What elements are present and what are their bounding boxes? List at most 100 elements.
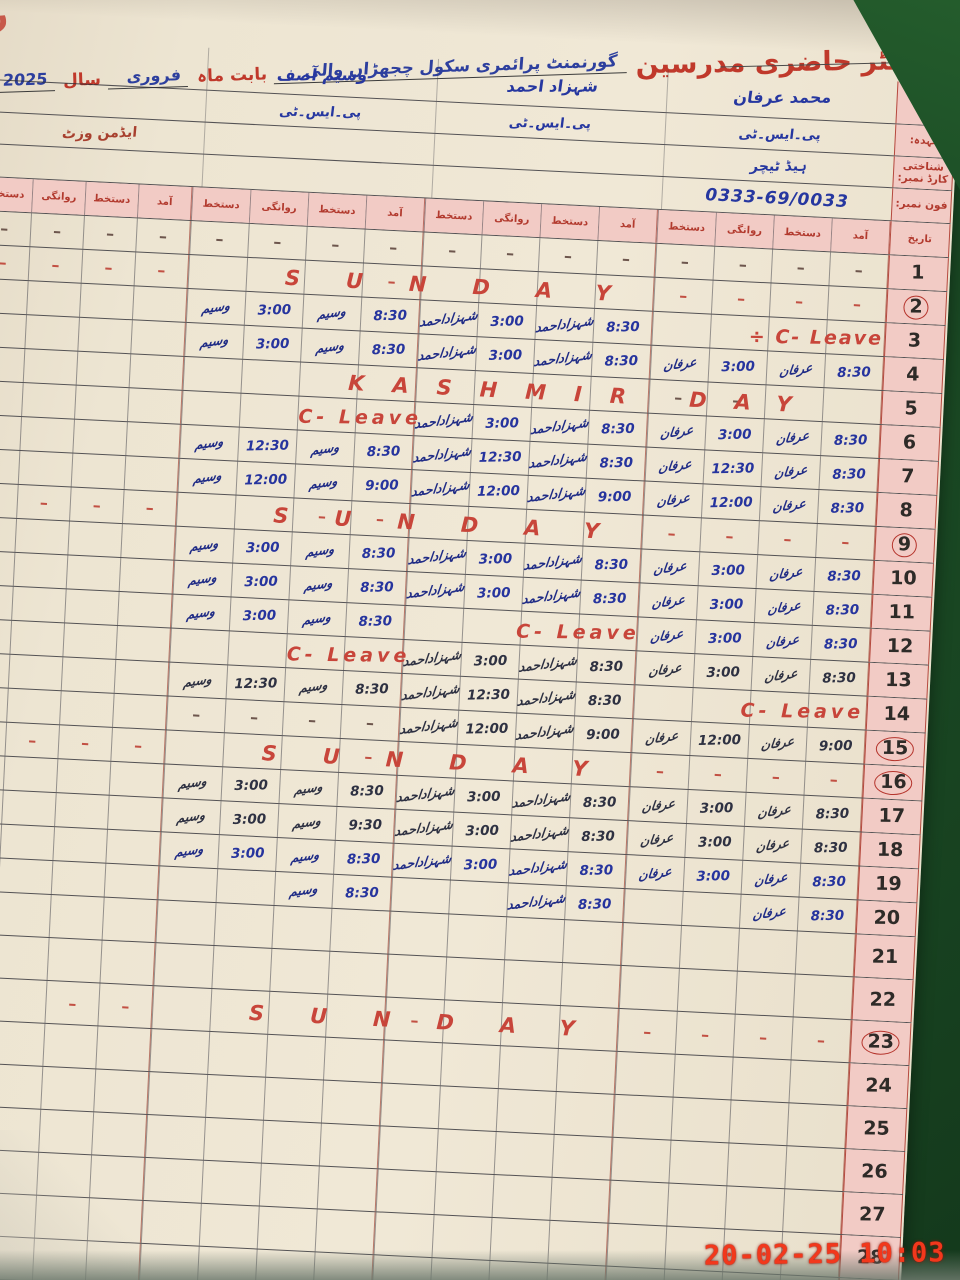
attendance-cell: [271, 905, 332, 951]
attendance-cell: [285, 634, 345, 671]
time-entry: 8:30: [592, 590, 627, 607]
time-entry: 8:30: [577, 895, 612, 913]
attendance-cell: [222, 733, 282, 770]
attendance-cell: وسیم: [167, 662, 228, 699]
signature: عرفان: [768, 563, 804, 583]
attendance-cell: شہزاداحمد: [410, 470, 471, 506]
dash-mark: –: [27, 730, 37, 751]
dash-mark: –: [0, 252, 8, 273]
attendance-cell: 8:30: [346, 569, 407, 605]
signature: شہزاداحمد: [413, 408, 474, 432]
time-entry: 8:30: [833, 431, 868, 449]
attendance-cell: [454, 744, 515, 781]
attendance-cell: [145, 1114, 206, 1160]
date-number-circled: 9: [892, 532, 918, 557]
attendance-cell: [128, 354, 185, 390]
date-number: 27: [858, 1202, 886, 1226]
attendance-cell: شہزاداحمد: [509, 815, 570, 852]
attendance-cell: [256, 1206, 317, 1252]
attendance-cell: –: [826, 286, 888, 323]
signature: عرفان: [659, 421, 695, 442]
attendance-cell: [263, 1077, 323, 1123]
attendance-cell: عرفان: [742, 826, 802, 863]
signature: شہزاداحمد: [393, 816, 455, 840]
attendance-cell: [9, 620, 65, 657]
attendance-cell: 12:30: [469, 439, 530, 475]
attendance-cell: [676, 968, 737, 1014]
attendance-cell: [461, 608, 522, 645]
attendance-cell: [536, 272, 596, 308]
attendance-cell: شہزاداحمد: [392, 843, 452, 880]
subheader-cell: روانگی: [481, 201, 542, 238]
attendance-cell: [356, 365, 417, 402]
attendance-cell: [821, 388, 883, 424]
attendance-cell: 3:00: [230, 563, 291, 600]
attendance-cell: 8:30: [574, 682, 635, 719]
dash-mark: –: [51, 255, 60, 275]
attendance-cell: [200, 1160, 261, 1206]
dash-mark: –: [215, 229, 224, 249]
attendance-cell: 8:30: [823, 354, 885, 391]
signature: عرفان: [773, 461, 809, 481]
attendance-cell: [555, 1048, 617, 1094]
time-entry: 8:30: [815, 805, 850, 822]
dash-mark: –: [249, 707, 259, 727]
attendance-cell: [670, 1097, 731, 1143]
time-entry: 8:30: [372, 307, 407, 324]
attendance-cell: –: [479, 235, 540, 272]
dash-mark: –: [621, 249, 631, 269]
attendance-cell: [50, 861, 106, 897]
attendance-cell: [0, 346, 25, 383]
dash-mark: –: [156, 260, 166, 280]
attendance-cell: –: [349, 501, 411, 538]
attendance-cell: [95, 1026, 152, 1072]
attendance-cell: –: [384, 997, 445, 1043]
date-number: 13: [884, 668, 912, 692]
attendance-cell: [42, 1023, 98, 1069]
attendance-cell: [157, 866, 218, 903]
attendance-cell: [437, 1086, 498, 1132]
attendance-cell: 3:00: [463, 574, 523, 611]
subheader-cell: روانگی: [714, 212, 774, 249]
dash-mark: –: [736, 288, 746, 309]
attendance-cell: شہزاداحمد: [529, 407, 590, 444]
attendance-cell: –: [828, 252, 889, 289]
attendance-cell: 8:30: [575, 648, 637, 685]
signature: وسیم: [176, 806, 207, 826]
signature: وسیم: [182, 670, 214, 690]
date-cell: 21: [853, 934, 916, 980]
attendance-cell: [175, 492, 236, 529]
dash-mark: –: [410, 1010, 420, 1030]
attendance-cell: 9:00: [805, 727, 866, 764]
attendance-cell: [792, 974, 854, 1020]
attendance-cell: [582, 512, 643, 549]
dash-mark: –: [133, 735, 143, 756]
attendance-cell: [0, 652, 10, 688]
signature: شہزاداحمد: [521, 584, 582, 607]
date-number: 12: [886, 635, 914, 658]
attendance-cell: عرفان: [638, 583, 698, 620]
time-entry: 12:30: [245, 437, 290, 455]
attendance-cell: [115, 625, 171, 662]
attendance-cell: –: [652, 277, 713, 314]
subheader-cell: دستخط: [306, 192, 367, 229]
signature: شہزاداحمد: [526, 482, 587, 506]
attendance-cell: [633, 685, 693, 722]
attendance-cell: [0, 584, 13, 620]
signature: وسیم: [201, 297, 232, 317]
subheader-cell: دستخط: [190, 187, 251, 223]
attendance-cell: وسیم: [276, 804, 337, 840]
date-number: 19: [874, 872, 902, 896]
date-cell: 7: [877, 458, 939, 495]
attendance-cell: [153, 943, 214, 988]
dash-mark: –: [103, 257, 113, 278]
attendance-cell: 12:30: [225, 665, 286, 702]
attendance-cell: [612, 1094, 673, 1140]
date-cell: 19: [857, 866, 920, 903]
attendance-cell: [59, 691, 114, 727]
attendance-cell: –: [121, 490, 178, 526]
attendance-cell: 3:00: [459, 642, 520, 679]
attendance-cell: [118, 557, 175, 594]
attendance-cell: –: [291, 498, 352, 535]
signature: شہزاداحمد: [523, 550, 584, 574]
